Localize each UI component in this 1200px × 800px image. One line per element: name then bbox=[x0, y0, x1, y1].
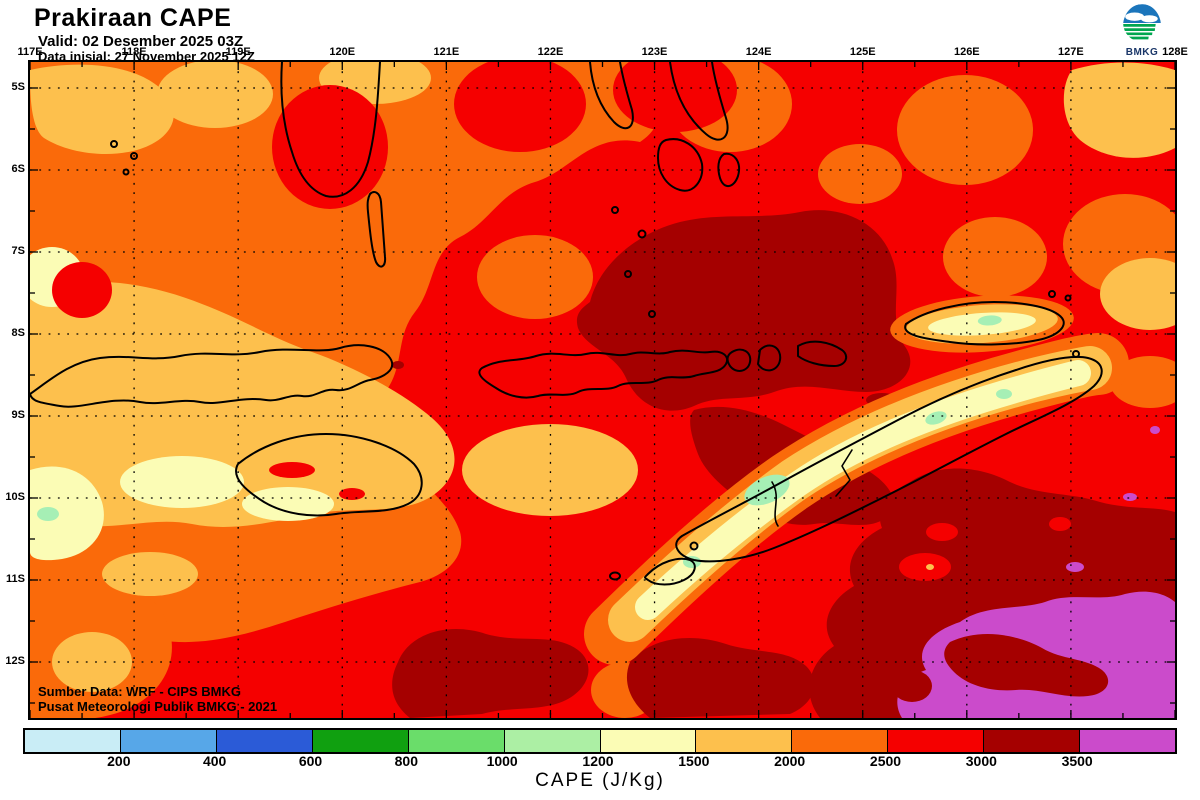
legend-color-segment bbox=[791, 730, 888, 752]
valid-time-label: Valid: 02 Desember 2025 03Z bbox=[38, 33, 244, 50]
source-credit: Sumber Data: WRF - CIPS BMKG Pusat Meteo… bbox=[38, 684, 277, 714]
lat-label: 11S bbox=[6, 573, 25, 585]
legend-color-segment bbox=[983, 730, 1080, 752]
legend-color-segment bbox=[599, 730, 696, 752]
lon-label: 126E bbox=[953, 46, 980, 58]
lon-label: 127E bbox=[1058, 46, 1084, 58]
lat-label: 5S bbox=[11, 81, 25, 93]
legend-color-segment bbox=[887, 730, 984, 752]
lon-label: 122E bbox=[537, 46, 564, 58]
coastlines bbox=[30, 62, 1103, 586]
legend-color-segment bbox=[311, 730, 408, 752]
legend-color-segment bbox=[695, 730, 792, 752]
lat-label: 8S bbox=[11, 327, 25, 339]
lat-label: 7S bbox=[11, 245, 25, 257]
source-line-2: Pusat Meteorologi Publik BMKG - 2021 bbox=[38, 699, 278, 714]
lon-label: 128E bbox=[1162, 46, 1188, 58]
lat-label: 10S bbox=[5, 491, 25, 503]
legend-color-segment bbox=[503, 730, 600, 752]
source-line-1: Sumber Data: WRF - CIPS BMKG bbox=[38, 684, 241, 699]
legend-title: CAPE (J/Kg) bbox=[535, 770, 665, 791]
bmkg-logo-icon bbox=[1123, 4, 1161, 42]
lat-label: 9S bbox=[11, 409, 25, 421]
legend-color-segment bbox=[1079, 730, 1176, 752]
bmkg-logo-label: BMKG bbox=[1125, 47, 1159, 58]
legend-tick-label: 3000 bbox=[965, 753, 997, 769]
axis-ticks bbox=[30, 62, 1175, 718]
page-title: Prakiraan CAPE bbox=[34, 4, 232, 32]
lon-label: 125E bbox=[849, 46, 876, 58]
legend-tick-label: 400 bbox=[202, 753, 227, 769]
wetar-cape-minimum-band bbox=[890, 295, 1074, 353]
lon-label: 118E bbox=[121, 46, 147, 58]
cape-fill-regions bbox=[30, 62, 1175, 718]
legend-tick-label: 200 bbox=[107, 753, 131, 769]
legend-tick-label: 2500 bbox=[869, 753, 902, 769]
legend-tick-label: 1500 bbox=[678, 753, 710, 769]
bmkg-logo: BMKG bbox=[1118, 2, 1166, 58]
legend-color-segment bbox=[407, 730, 504, 752]
legend-tick-label: 800 bbox=[394, 753, 418, 769]
cape-color-scale bbox=[23, 728, 1177, 754]
legend-tick-label: 600 bbox=[298, 753, 323, 769]
lat-label: 6S bbox=[11, 163, 25, 175]
lon-label: 117E bbox=[17, 46, 43, 58]
lon-label: 124E bbox=[745, 46, 772, 58]
lon-label: 119E bbox=[225, 46, 251, 58]
lon-label: 121E bbox=[433, 46, 460, 58]
cape-map: Sumber Data: WRF - CIPS BMKG Pusat Meteo… bbox=[28, 60, 1177, 720]
legend-color-segment bbox=[119, 730, 216, 752]
legend-color-segment bbox=[25, 730, 120, 752]
lat-label: 12S bbox=[5, 655, 25, 667]
legend-tick-label: 1200 bbox=[582, 753, 614, 769]
cape-contour-field bbox=[30, 62, 1175, 718]
legend-color-segment bbox=[215, 730, 312, 752]
legend-tick-label: 2000 bbox=[774, 753, 806, 769]
lon-label: 123E bbox=[641, 46, 668, 58]
lon-label: 120E bbox=[329, 46, 356, 58]
legend-tick-label: 3500 bbox=[1061, 753, 1093, 769]
legend-tick-label: 1000 bbox=[486, 753, 518, 769]
